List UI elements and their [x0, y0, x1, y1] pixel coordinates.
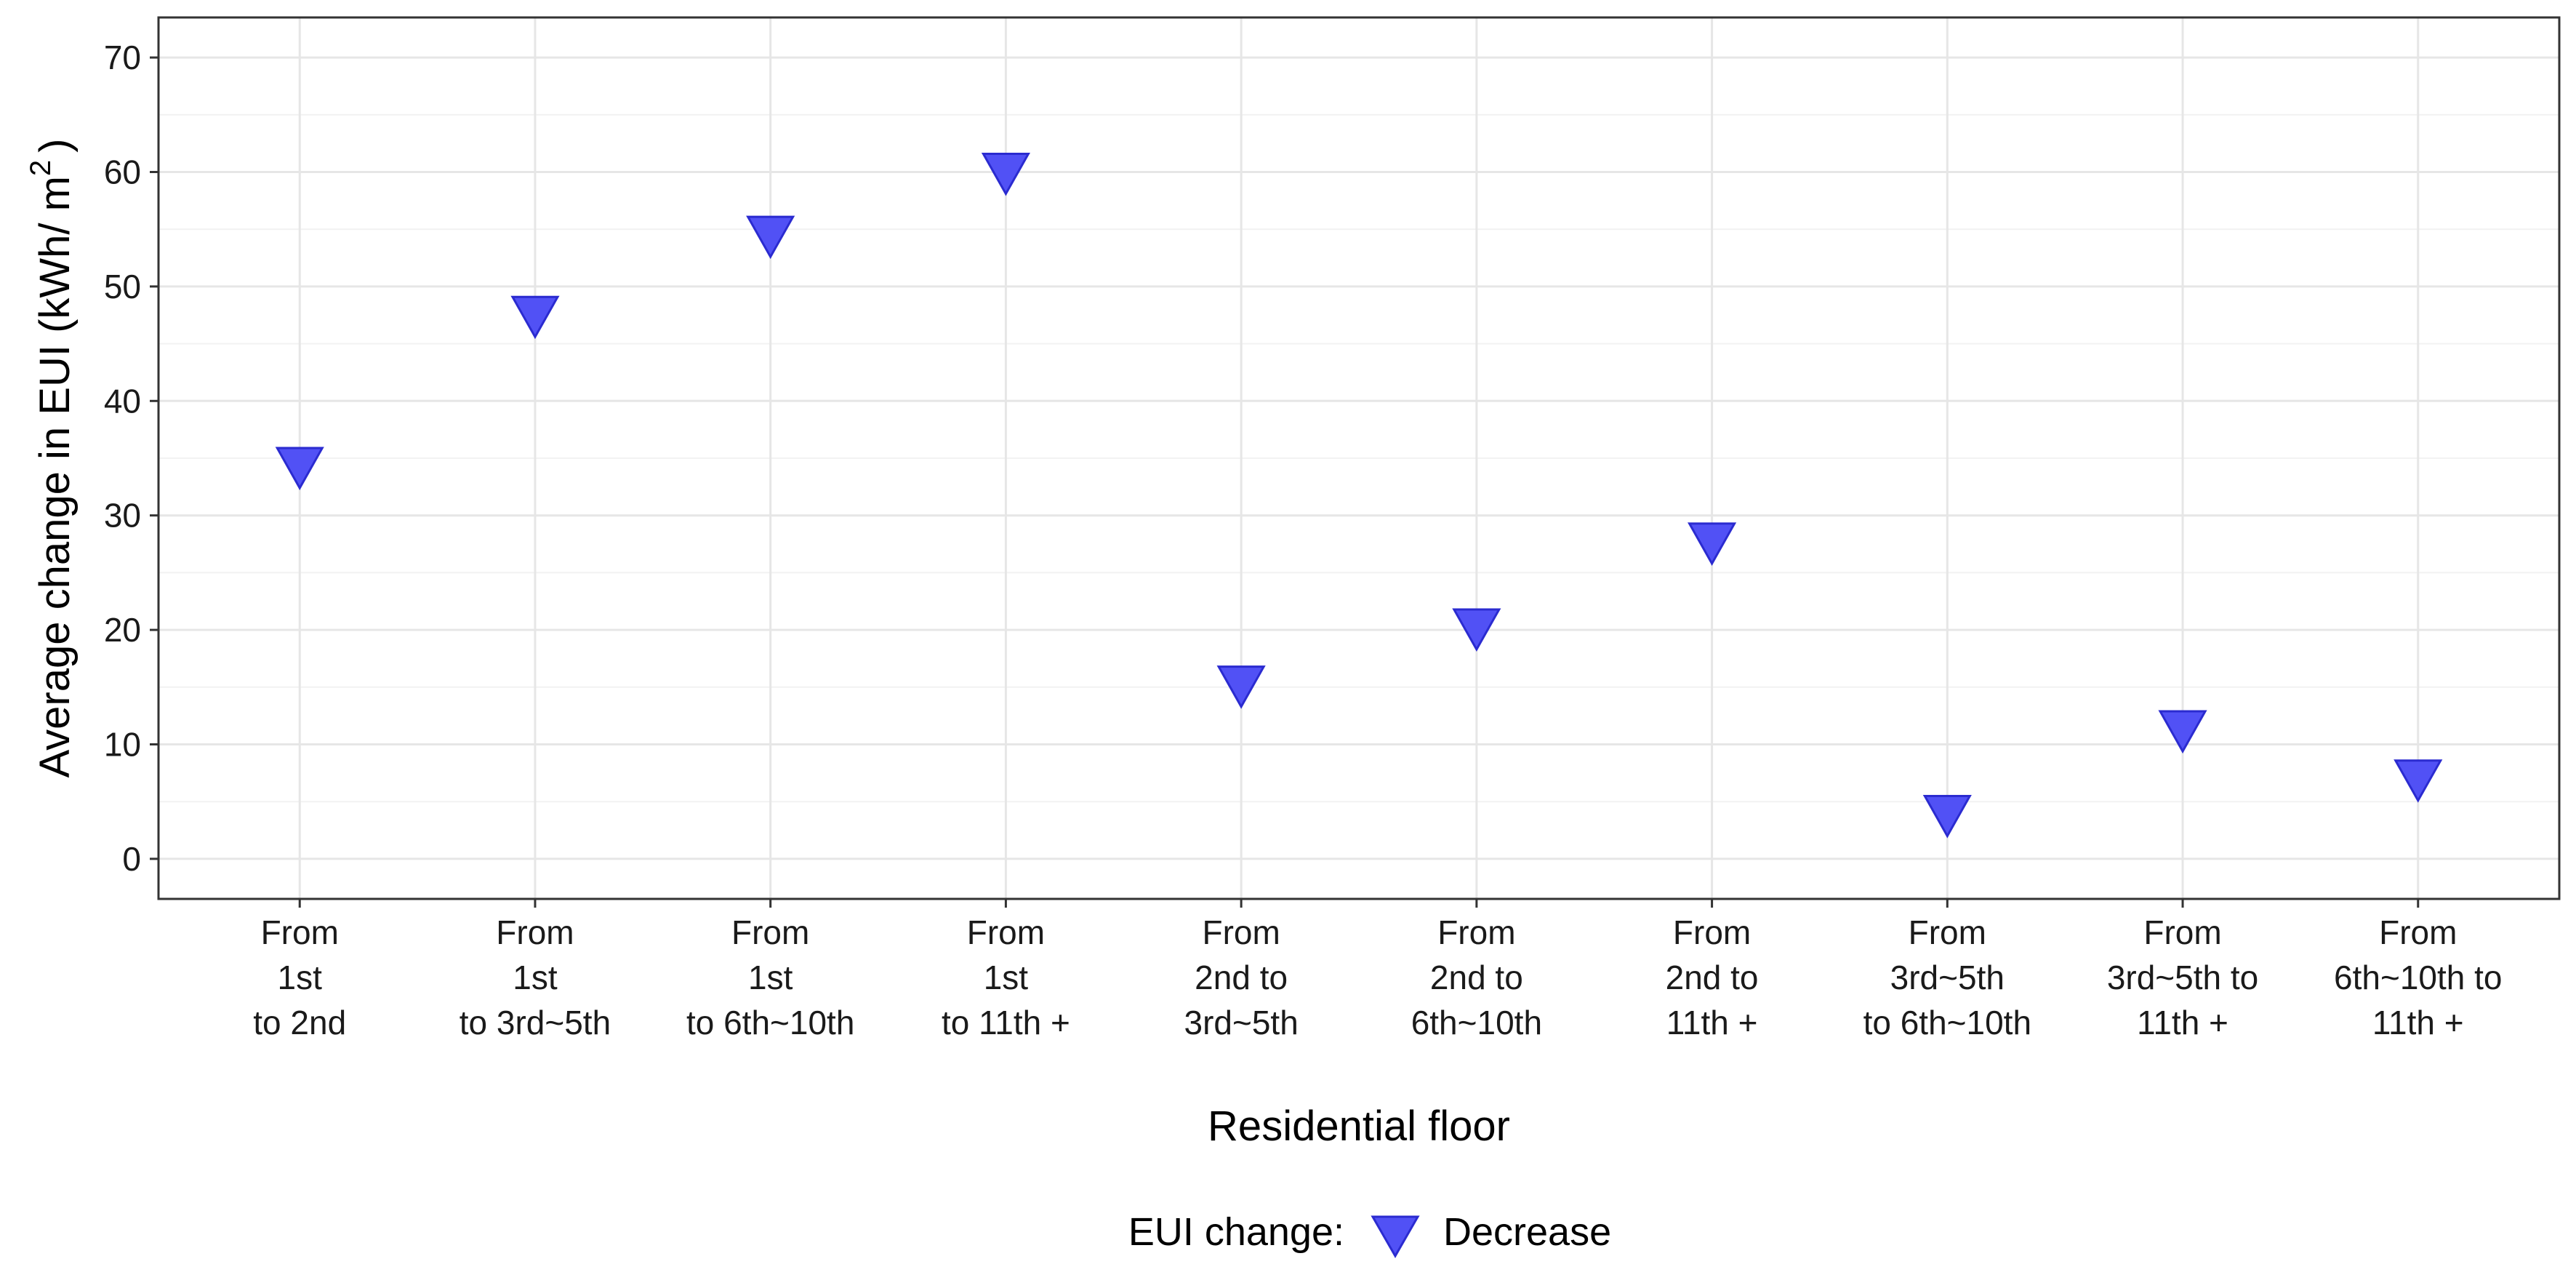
data-series-decrease: [275, 152, 2443, 839]
x-axis: From 1st to 2nd From 1st to 3rd~5th From 1st to …: [253, 899, 2503, 1041]
y-tick-label: 20: [104, 611, 141, 649]
y-tick-label: 70: [104, 39, 141, 76]
data-point: [746, 215, 795, 260]
grid: [159, 17, 2559, 899]
x-tick-label: From 6th~10th to 11th +: [2334, 913, 2502, 1041]
y-axis: 0 10 20 30 40 50 60 70: [104, 39, 159, 878]
y-tick-label: 40: [104, 382, 141, 420]
x-tick-label: From 1st to 6th~10th: [686, 913, 854, 1041]
data-point: [1452, 608, 1501, 652]
y-tick-label: 30: [104, 497, 141, 535]
data-point: [510, 295, 560, 340]
x-tick-label: From 2nd to 3rd~5th: [1184, 913, 1298, 1041]
plot-panel: [157, 16, 2561, 900]
data-point: [275, 447, 324, 491]
x-axis-title: Residential floor: [1208, 1103, 1510, 1150]
y-tick-label: 50: [104, 268, 141, 305]
data-point: [2158, 710, 2207, 754]
x-tick-label: From 1st to 11th +: [942, 913, 1070, 1041]
y-tick-label: 60: [104, 153, 141, 191]
legend: EUI change: Decrease: [1128, 1210, 1611, 1259]
data-point: [981, 152, 1030, 196]
y-axis-title-suffix: ): [31, 139, 79, 153]
y-axis-title-superscript: 2: [25, 160, 57, 176]
legend-key-decrease: [1371, 1215, 1420, 1259]
legend-title: EUI change:: [1128, 1210, 1344, 1254]
data-point: [1216, 665, 1266, 709]
y-axis-title: Average change in EUI (kWh/ m2): [25, 139, 79, 778]
x-tick-label: From 1st to 2nd: [253, 913, 346, 1041]
data-point: [2394, 759, 2443, 803]
y-tick-label: 0: [122, 840, 141, 878]
x-tick-label: From 3rd~5th to 11th +: [2107, 913, 2258, 1041]
x-tick-label: From 3rd~5th to 6th~10th: [1863, 913, 2031, 1041]
data-point: [1922, 795, 1972, 839]
legend-label-decrease: Decrease: [1443, 1210, 1611, 1254]
x-tick-label: From 2nd to 11th +: [1666, 913, 1759, 1041]
svg-text:Average change in EUI (kWh/ m2: Average change in EUI (kWh/ m2): [25, 139, 79, 778]
y-tick-label: 10: [104, 726, 141, 764]
data-point: [1688, 522, 1737, 566]
x-tick-label: From 2nd to 6th~10th: [1411, 913, 1542, 1041]
x-tick-label: From 1st to 3rd~5th: [460, 913, 611, 1041]
y-axis-title-text: Average change in EUI (kWh/ m: [31, 176, 79, 777]
